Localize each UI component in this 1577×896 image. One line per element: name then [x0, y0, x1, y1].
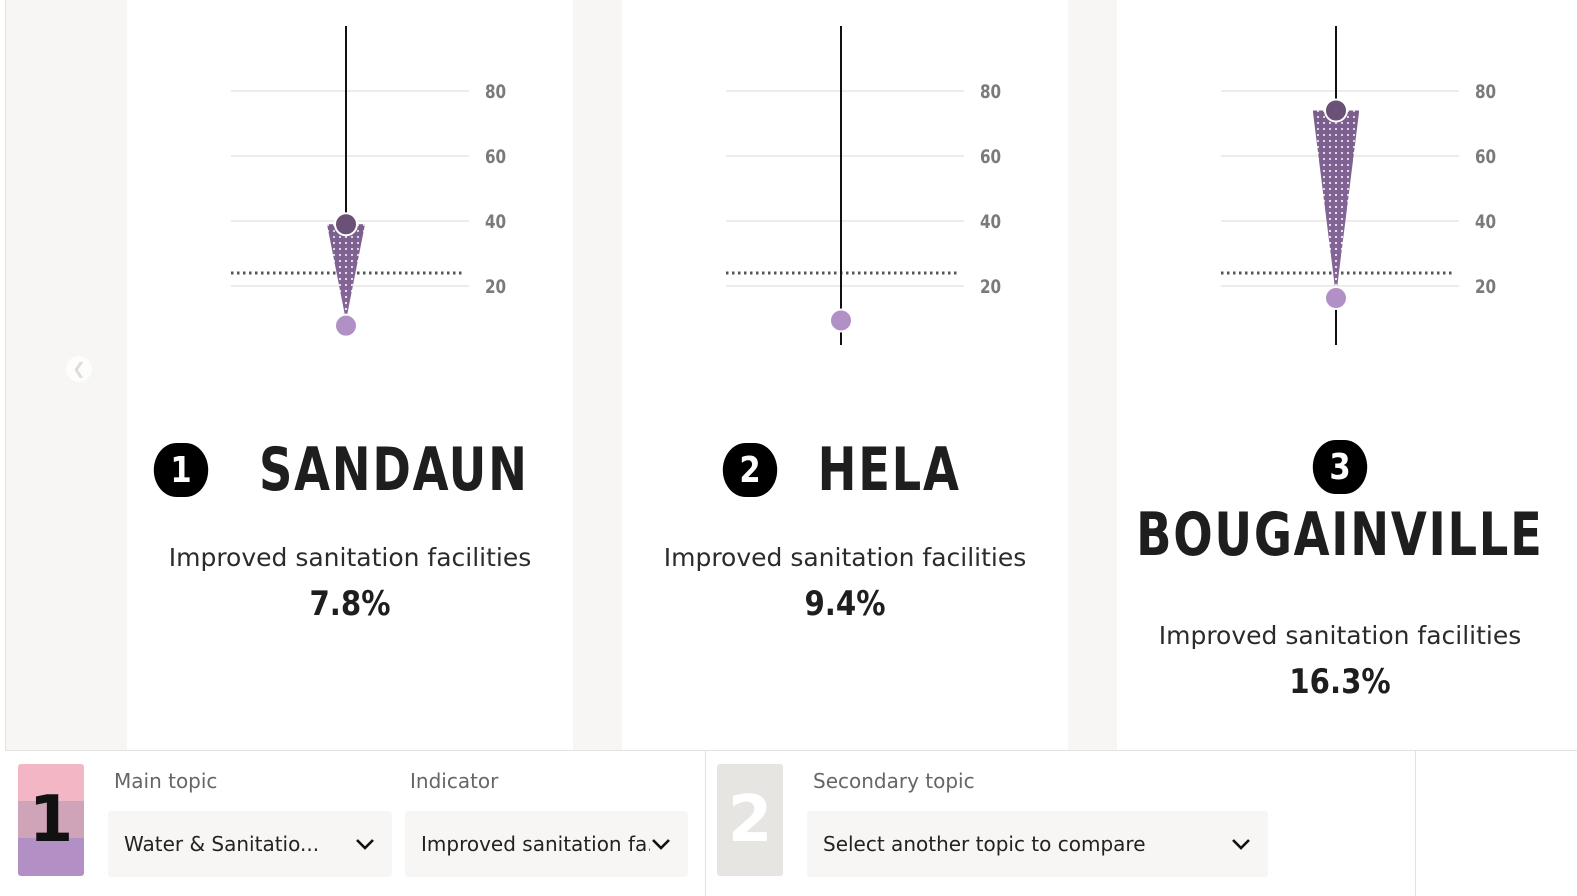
section-divider — [1415, 751, 1416, 896]
indicator-select[interactable]: Improved sanitation fa... — [405, 811, 688, 877]
chevron-down-icon — [650, 833, 672, 855]
indicator-value: 9.4% — [804, 584, 886, 624]
main-topic-label: Main topic — [114, 769, 218, 793]
indicator-value: Improved sanitation fa... — [421, 832, 650, 856]
comparison-carousel: ❮ 20 40 60 80 1 SANDAUN Improved sanitation… — [5, 0, 1577, 750]
high-value-dot — [1324, 98, 1348, 123]
region-value-dot — [829, 308, 853, 333]
indicator-label: Indicator — [410, 769, 499, 793]
chevron-left-icon: ❮ — [72, 361, 86, 378]
y-tick-label: 60 — [980, 146, 1001, 168]
y-tick-label: 20 — [485, 276, 506, 298]
topic-control-bar: 1 Main topic Water & Sanitatio... Indica… — [5, 750, 1577, 896]
indicator-value: 16.3% — [1289, 662, 1391, 702]
indicator-label: Improved sanitation facilities — [663, 543, 1027, 572]
rank-badge: 3 — [1312, 440, 1368, 494]
y-tick-label: 60 — [485, 146, 506, 168]
region-headline: 2 HELA — [622, 430, 1068, 510]
range-chart: 20 40 60 80 — [726, 26, 1001, 345]
region-headline: 1 SANDAUN — [127, 430, 573, 510]
y-tick-label: 40 — [980, 211, 1001, 233]
secondary-topic-select[interactable]: Select another topic to compare — [807, 811, 1268, 877]
y-tick-label: 60 — [1475, 146, 1496, 168]
region-value-dot — [1324, 286, 1348, 311]
previous-arrow-button[interactable]: ❮ — [66, 356, 92, 382]
region-card-bougainville: 20 40 60 80 3 BOUGAINVILLE Improved sanitat… — [1117, 0, 1577, 750]
range-chart: 20 40 60 80 — [1221, 26, 1496, 345]
high-value-dot — [334, 212, 358, 237]
region-card-hela: 20 40 60 80 2 HELA Improved sanitation faci… — [622, 0, 1068, 750]
indicator-label: Improved sanitation facilities — [168, 543, 532, 572]
region-headline: 3 BOUGAINVILLE — [1117, 420, 1563, 590]
section-divider — [705, 751, 706, 896]
primary-topic-number: 1 — [18, 764, 84, 876]
y-tick-label: 20 — [980, 276, 1001, 298]
y-tick-label: 40 — [485, 211, 506, 233]
y-tick-label: 80 — [980, 81, 1001, 103]
indicator-label: Improved sanitation facilities — [1158, 621, 1522, 650]
secondary-topic-number: 2 — [717, 764, 783, 876]
rank-badge: 1 — [154, 443, 209, 497]
region-value-dot — [334, 313, 358, 338]
region-name: SANDAUN — [259, 435, 529, 505]
main-topic-select[interactable]: Water & Sanitatio... — [108, 811, 392, 877]
rank-badge: 2 — [722, 443, 778, 497]
y-tick-label: 80 — [1475, 81, 1496, 103]
region-name: HELA — [817, 435, 961, 505]
range-chart: 20 40 60 80 — [231, 26, 506, 338]
chevron-down-icon — [1230, 833, 1252, 855]
chevron-down-icon — [354, 833, 376, 855]
region-card-sandaun: 20 40 60 80 1 SANDAUN Improved sanitation f… — [127, 0, 573, 750]
y-tick-label: 40 — [1475, 211, 1496, 233]
indicator-value: 7.8% — [309, 584, 391, 624]
y-tick-label: 20 — [1475, 276, 1496, 298]
range-wedge-shade — [1312, 110, 1360, 289]
y-tick-label: 80 — [485, 81, 506, 103]
secondary-topic-label: Secondary topic — [813, 769, 975, 793]
main-topic-value: Water & Sanitatio... — [124, 832, 320, 856]
secondary-topic-value: Select another topic to compare — [823, 832, 1146, 856]
range-wedge-shade — [327, 224, 365, 316]
region-name: BOUGAINVILLE — [1136, 500, 1544, 570]
